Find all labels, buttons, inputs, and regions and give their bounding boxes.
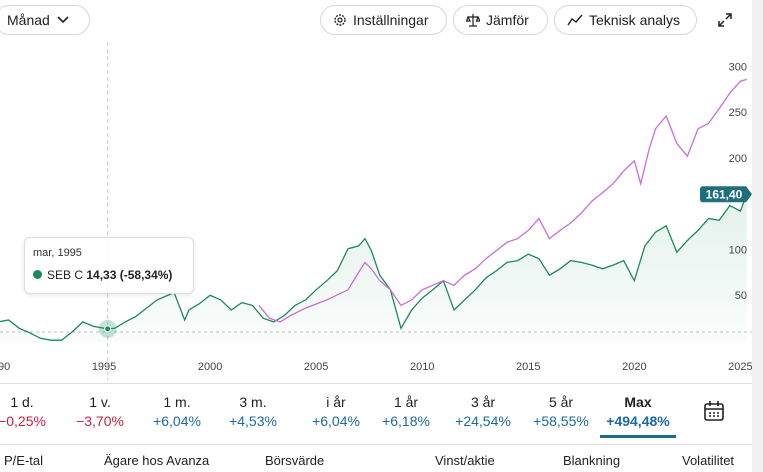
x-tick-label: 2020 xyxy=(622,361,646,373)
tooltip-series: SEB C xyxy=(47,268,84,282)
period-change: +4,53% xyxy=(229,413,277,429)
bottom-tab[interactable]: Volatilitet xyxy=(682,453,735,468)
chevron-icon xyxy=(57,16,69,24)
settings-label: Inställningar xyxy=(353,12,429,28)
x-tick-label: 1990 xyxy=(0,361,10,373)
hover-point xyxy=(104,325,112,333)
y-tick-label: 200 xyxy=(729,153,747,165)
period-option[interactable]: 3 m. +4,53% xyxy=(215,394,291,429)
period-change: +6,04% xyxy=(153,413,201,429)
x-tick-label: 2010 xyxy=(410,361,434,373)
bottom-tab[interactable]: P/E-tal xyxy=(4,453,44,468)
technical-button[interactable]: Teknisk analys xyxy=(554,5,697,35)
trend-icon xyxy=(567,14,583,26)
period-change: +24,54% xyxy=(455,413,511,429)
tooltip-date: mar, 1995 xyxy=(33,247,82,259)
settings-button[interactable]: Inställningar xyxy=(320,5,447,35)
series-area xyxy=(0,194,747,342)
x-tick-label: 2000 xyxy=(198,361,222,373)
period-change: −3,70% xyxy=(76,413,124,429)
tooltip-dot xyxy=(33,270,42,279)
period-label: Max xyxy=(624,394,652,410)
period-label: 1 m. xyxy=(163,394,191,410)
interval-button[interactable]: Månad xyxy=(0,5,90,35)
period-option[interactable]: 3 år +24,54% xyxy=(445,394,521,429)
compare-label: Jämför xyxy=(486,12,529,28)
period-change: +58,55% xyxy=(533,413,589,429)
scrollbar xyxy=(752,0,763,472)
calendar-icon[interactable] xyxy=(703,400,725,422)
tooltip-change: (-58,34%) xyxy=(119,268,173,282)
period-change: +6,04% xyxy=(312,413,360,429)
period-bar: 1 d. −0,25% 1 v. −3,70% 1 m. +6,04% 3 m. +4,53%… xyxy=(0,383,752,445)
compare-button[interactable]: Jämför xyxy=(453,5,548,35)
price-tag xyxy=(700,186,752,203)
period-label: 1 år xyxy=(393,394,419,410)
bottom-tab[interactable]: Börsvärde xyxy=(265,453,325,468)
period-label: 1 v. xyxy=(89,394,111,410)
period-change: −0,25% xyxy=(0,413,46,429)
y-tick-label: 300 xyxy=(729,61,747,73)
period-label: 5 år xyxy=(548,394,574,410)
bottom-tab[interactable]: Blankning xyxy=(563,453,621,468)
bottom-tab[interactable]: Vinst/aktie xyxy=(435,453,495,468)
series-line xyxy=(0,194,748,341)
bottom-tab[interactable]: Ägare hos Avanza xyxy=(104,453,210,468)
x-tick-label: 2005 xyxy=(304,361,328,373)
period-option[interactable]: 5 år +58,55% xyxy=(523,394,599,429)
technical-label: Teknisk analys xyxy=(589,12,681,28)
x-tick-label: 2015 xyxy=(516,361,540,373)
price-tag-label: 161,40 xyxy=(706,187,743,201)
y-tick-label: 250 xyxy=(729,107,747,119)
period-label: i år xyxy=(326,394,346,410)
period-option[interactable]: 1 år +6,18% xyxy=(368,394,444,429)
series-line xyxy=(258,78,747,323)
interval-label: Månad xyxy=(7,12,50,28)
period-option[interactable]: i år +6,04% xyxy=(298,394,374,429)
period-label: 3 år xyxy=(470,394,496,410)
tooltip: mar, 1995 SEB C 14,33 (-58,34%) xyxy=(24,237,194,294)
period-change: +494,48% xyxy=(606,413,670,429)
scale-icon xyxy=(466,14,480,27)
period-option[interactable]: 1 m. +6,04% xyxy=(139,394,215,429)
period-option[interactable]: 1 v. −3,70% xyxy=(62,394,138,429)
tooltip-row: SEB C 14,33 (-58,34%) xyxy=(33,268,172,282)
x-tick-label: 1995 xyxy=(92,361,116,373)
tooltip-value: 14,33 xyxy=(86,268,117,282)
period-label: 3 m. xyxy=(239,394,267,410)
expand-icon[interactable] xyxy=(717,12,733,28)
period-change: +6,18% xyxy=(382,413,430,429)
gear-icon xyxy=(334,14,346,26)
chart: 1990199520002005201020152020202550100200… xyxy=(0,40,752,380)
period-option[interactable]: Max +494,48% xyxy=(600,394,676,438)
x-tick-label: 2025 xyxy=(728,361,752,373)
period-label: 1 d. xyxy=(10,394,34,410)
period-option[interactable]: 1 d. −0,25% xyxy=(0,394,60,429)
